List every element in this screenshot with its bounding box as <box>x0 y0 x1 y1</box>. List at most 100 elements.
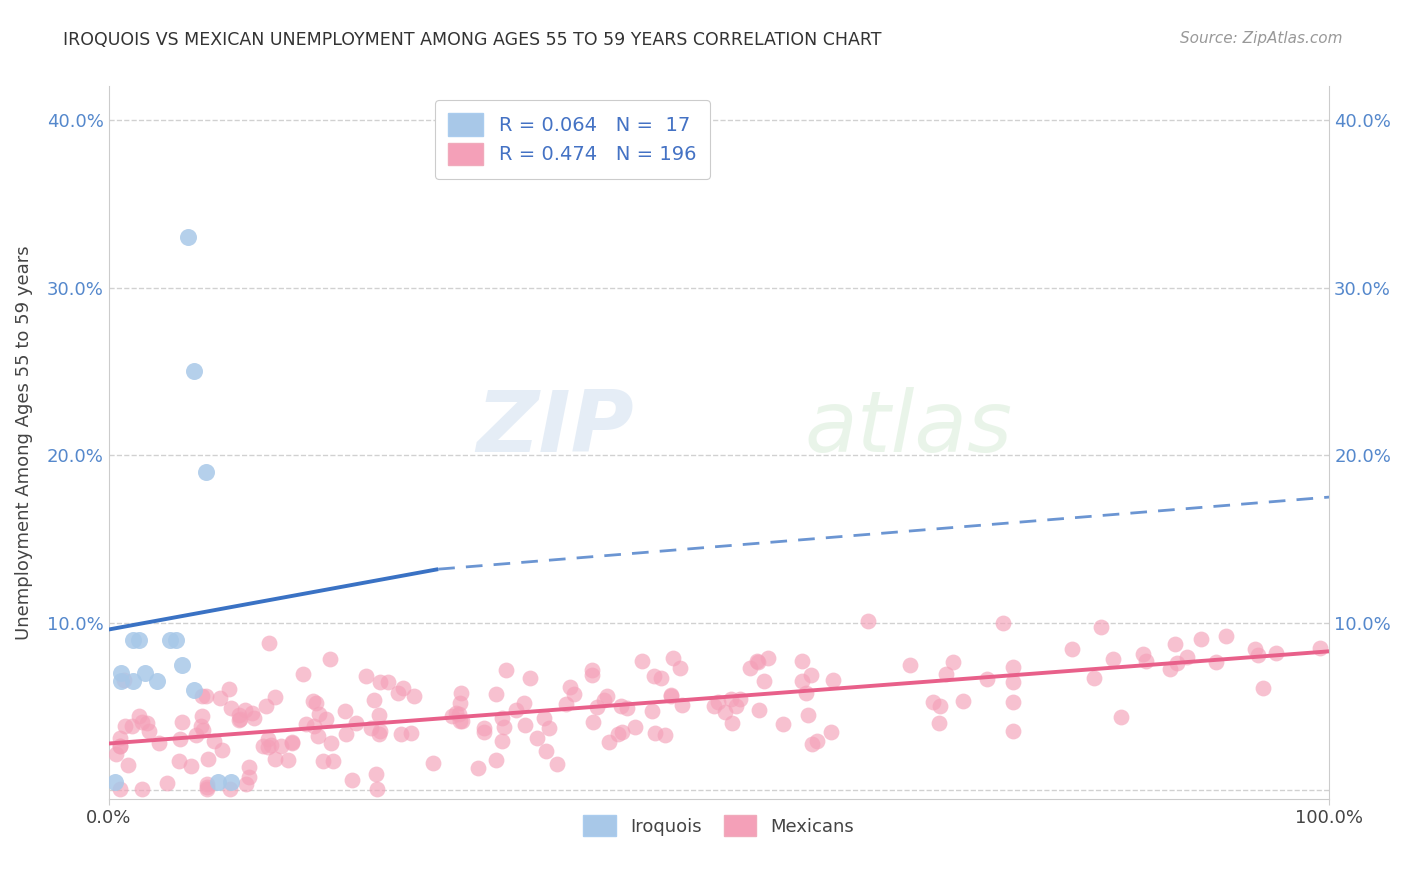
Point <box>562 687 585 701</box>
Point <box>519 671 541 685</box>
Point <box>254 699 277 714</box>
Point <box>730 692 752 706</box>
Point <box>440 709 463 723</box>
Point <box>797 708 820 723</box>
Point <box>292 667 315 681</box>
Point <box>720 692 742 706</box>
Point <box>820 725 842 739</box>
Point <box>484 687 506 701</box>
Point <box>108 739 131 753</box>
Point <box>219 701 242 715</box>
Point <box>242 706 264 720</box>
Point <box>207 775 229 789</box>
Point <box>526 731 548 745</box>
Point <box>367 707 389 722</box>
Point <box>354 669 377 683</box>
Point <box>976 672 998 686</box>
Point <box>991 615 1014 630</box>
Point <box>1166 656 1188 670</box>
Point <box>294 716 316 731</box>
Point <box>585 699 607 714</box>
Point <box>754 674 776 689</box>
Point <box>616 701 638 715</box>
Point <box>110 674 132 689</box>
Point <box>942 655 965 669</box>
Point <box>806 733 828 747</box>
Point <box>669 661 692 675</box>
Point <box>335 704 357 718</box>
Point <box>122 632 145 647</box>
Point <box>114 718 136 732</box>
Point <box>472 725 495 739</box>
Point <box>1002 675 1025 690</box>
Point <box>721 715 744 730</box>
Point <box>494 721 516 735</box>
Point <box>399 725 422 739</box>
Point <box>108 739 131 753</box>
Point <box>512 696 534 710</box>
Point <box>654 728 676 742</box>
Point <box>1002 660 1025 674</box>
Point <box>792 673 814 688</box>
Point <box>387 686 409 700</box>
Point <box>935 667 957 681</box>
Point <box>195 465 218 479</box>
Point <box>322 754 344 768</box>
Point <box>257 740 280 755</box>
Point <box>321 736 343 750</box>
Point <box>340 773 363 788</box>
Point <box>134 666 156 681</box>
Point <box>538 721 561 735</box>
Point <box>1102 652 1125 666</box>
Point <box>422 756 444 770</box>
Point <box>219 781 242 796</box>
Point <box>650 671 672 685</box>
Point <box>451 714 474 728</box>
Point <box>747 655 769 669</box>
Point <box>467 760 489 774</box>
Point <box>392 681 415 695</box>
Point <box>209 690 232 705</box>
Point <box>1246 648 1268 663</box>
Point <box>304 696 326 710</box>
Point <box>606 727 628 741</box>
Point <box>533 711 555 725</box>
Point <box>159 632 181 647</box>
Point <box>598 735 620 749</box>
Point <box>1001 695 1024 709</box>
Point <box>218 681 240 696</box>
Point <box>801 737 824 751</box>
Point <box>105 747 128 761</box>
Point <box>495 663 517 677</box>
Point <box>242 711 264 725</box>
Point <box>1309 640 1331 655</box>
Point <box>1264 647 1286 661</box>
Point <box>631 655 654 669</box>
Point <box>449 696 471 710</box>
Point <box>228 713 250 727</box>
Text: ZIP: ZIP <box>475 387 634 470</box>
Point <box>581 663 603 677</box>
Point <box>219 775 242 789</box>
Point <box>402 689 425 703</box>
Point <box>235 776 257 790</box>
Point <box>172 715 194 730</box>
Point <box>491 734 513 748</box>
Point <box>643 669 665 683</box>
Point <box>238 770 260 784</box>
Point <box>117 757 139 772</box>
Point <box>252 739 274 754</box>
Point <box>515 718 537 732</box>
Point <box>264 690 287 704</box>
Point <box>260 739 283 753</box>
Point <box>1135 654 1157 668</box>
Point <box>263 752 285 766</box>
Point <box>366 781 388 796</box>
Point <box>922 695 945 709</box>
Point <box>472 722 495 736</box>
Point <box>450 686 472 700</box>
Point <box>195 777 218 791</box>
Point <box>856 614 879 628</box>
Point <box>238 760 260 774</box>
Point <box>748 703 770 717</box>
